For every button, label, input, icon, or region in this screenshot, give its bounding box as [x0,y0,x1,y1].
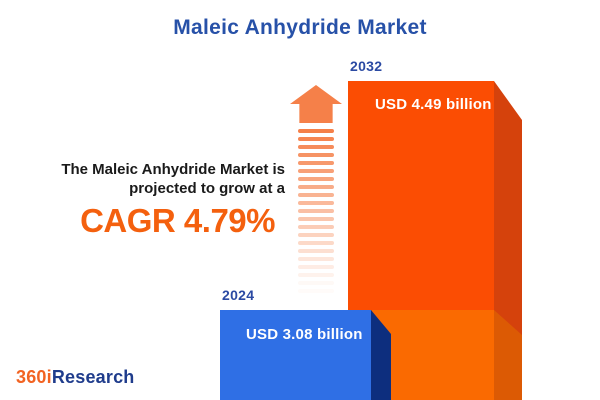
arrow-stripe [298,177,334,181]
bar-2032-side-face-lower [494,310,522,400]
arrow-stripe [298,153,334,157]
brand-logo-suffix: Research [51,367,135,387]
arrow-stripe [298,265,334,269]
bar-2024 [220,310,371,400]
arrow-fade-stripes [298,129,334,293]
arrow-stripe [298,289,334,293]
arrow-stripe [298,137,334,141]
description-block: The Maleic Anhydride Market is projected… [61,160,285,240]
arrow-stripe [298,201,334,205]
bar-2032-year-label: 2032 [350,58,383,74]
bar-2024-value-label: USD 3.08 billion [246,326,363,343]
arrow-stripe [298,217,334,221]
page-title: Maleic Anhydride Market [173,16,427,39]
bar-2032-side-face [494,81,522,400]
arrow-stripe [298,273,334,277]
arrow-stripe [298,257,334,261]
arrow-stripe [298,129,334,133]
bar-2024-side-face [371,310,391,400]
arrow-stripe [298,169,334,173]
arrow-stripe [298,249,334,253]
bar-2032-value-label: USD 4.49 billion [375,96,492,113]
bar-2024-year-label: 2024 [222,287,255,303]
arrow-stripe [298,209,334,213]
arrow-stripe [298,241,334,245]
description-line-1: The Maleic Anhydride Market is [61,161,285,178]
arrow-stripe [298,193,334,197]
arrow-stripe [298,233,334,237]
growth-arrow-icon [290,85,342,297]
brand-logo-prefix: 360i [16,367,52,387]
arrow-stripe [298,145,334,149]
arrow-head-icon [290,85,342,123]
arrow-stripe [298,225,334,229]
arrow-stripe [298,185,334,189]
cagr-value: CAGR 4.79% [80,202,275,239]
brand-logo: 360iResearch [16,367,135,388]
description-line-2: projected to grow at a [129,180,285,197]
arrow-stripe [298,281,334,285]
arrow-stripe [298,161,334,165]
